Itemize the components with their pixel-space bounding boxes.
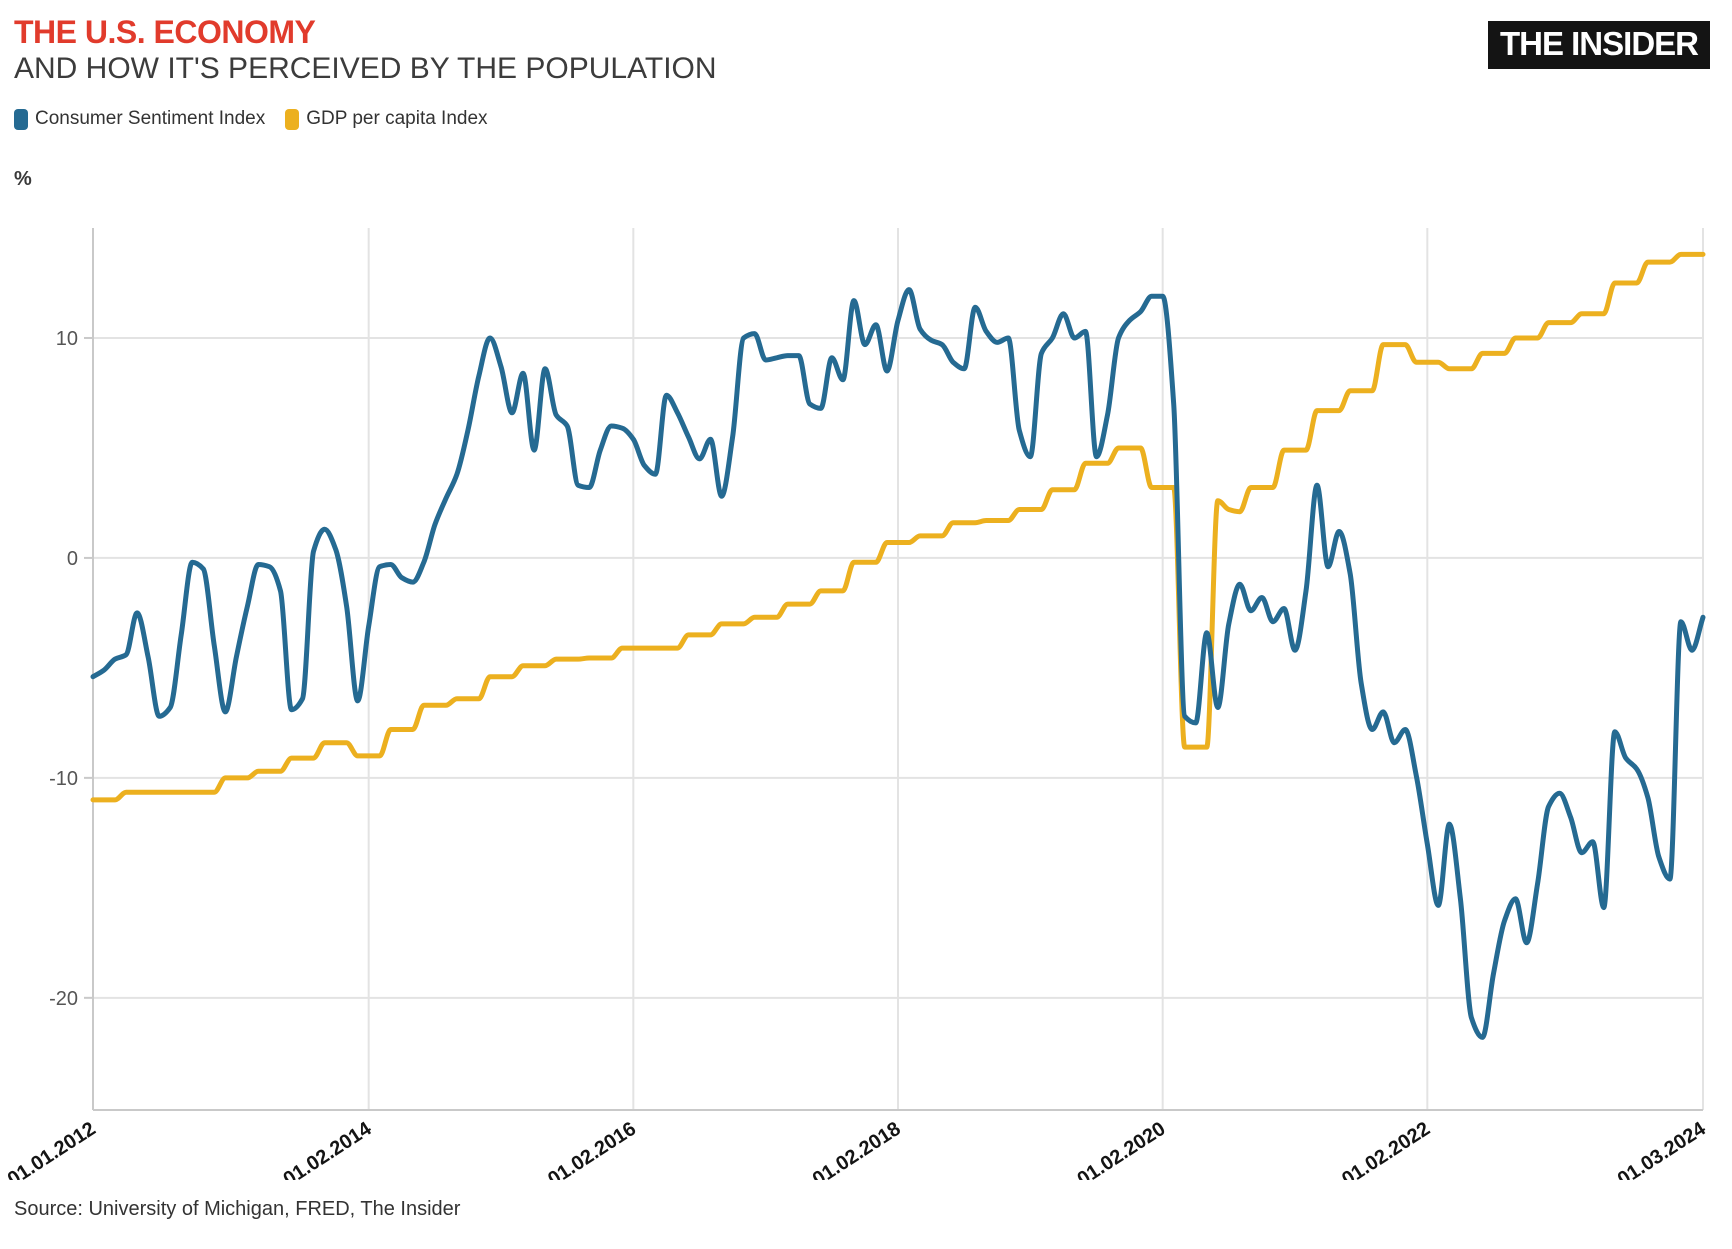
x-tick-label: 01.02.2022 [1338,1118,1434,1180]
x-tick-label: 01.02.2016 [544,1118,640,1180]
y-tick-label: 10 [56,328,78,350]
x-tick-label: 01.02.2018 [809,1118,905,1180]
y-tick-label: -10 [49,768,78,790]
page-title: THE U.S. ECONOMY [14,14,316,50]
x-tick-label: 01.02.2014 [279,1117,376,1180]
legend-item-gdp-per-capita: GDP per capita Index [285,108,488,130]
legend-label: Consumer Sentiment Index [35,108,266,129]
y-tick-label: -20 [49,988,78,1010]
y-tick-label: 0 [67,548,78,570]
brand-logo: THE INSIDER [1487,21,1710,69]
x-tick-label: 01.02.2020 [1073,1118,1169,1180]
x-tick-label: 01.03.2024 [1614,1117,1711,1180]
legend-label: GDP per capita Index [306,108,488,129]
legend: Consumer Sentiment Index GDP per capita … [14,108,488,130]
x-tick-label: 01.01.2012 [4,1118,100,1180]
page-subtitle: AND HOW IT'S PERCEIVED BY THE POPULATION [14,52,717,85]
y-axis-unit-label: % [14,168,32,190]
legend-swatch-blue-icon [14,108,28,130]
series-line-gdp-per-capita [90,251,1706,803]
legend-item-consumer-sentiment: Consumer Sentiment Index [14,108,265,130]
series-line-consumer-sentiment [90,287,1706,1040]
source-note: Source: University of Michigan, FRED, Th… [14,1198,461,1220]
legend-swatch-yellow-icon [285,108,300,130]
economy-line-chart: 10 0 -10 -20 01.01.2012 01.02.2014 01.02.2016 0… [4,228,1711,1180]
